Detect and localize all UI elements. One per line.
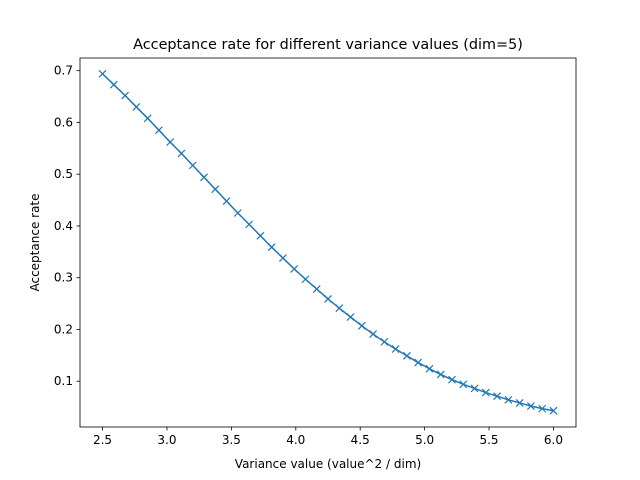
data-point-marker	[324, 294, 332, 303]
data-point-marker	[493, 392, 502, 401]
x-tick-label: 4.0	[286, 433, 305, 447]
data-point-marker	[233, 209, 242, 217]
data-point-marker	[200, 173, 208, 182]
data-point-marker	[154, 126, 163, 135]
axes-frame	[79, 57, 577, 428]
x-tick-label: 5.5	[479, 433, 498, 447]
y-tick-label: 0.3	[54, 271, 73, 285]
data-point-marker	[402, 351, 411, 360]
data-point-marker	[177, 149, 186, 158]
data-point-marker	[143, 114, 152, 123]
data-point-marker	[538, 404, 547, 413]
data-point-marker	[549, 406, 558, 415]
data-point-marker	[425, 364, 434, 373]
y-axis: 0.1 0.2 0.3 0.4 0.5 0.6 0.7	[54, 64, 80, 388]
data-point-marker	[256, 231, 265, 240]
data-point-marker	[278, 254, 287, 262]
data-point-marker	[504, 395, 513, 404]
data-point-marker	[436, 370, 445, 379]
x-tick-label: 5.0	[415, 433, 434, 447]
data-point-marker	[380, 337, 389, 346]
y-tick-label: 0.6	[54, 115, 73, 129]
x-tick-label: 6.0	[544, 433, 563, 447]
data-point-marker	[448, 375, 456, 384]
data-point-marker	[211, 185, 220, 194]
data-point-marker	[346, 313, 355, 321]
x-axis: 2.5 3.0 3.5 4.0 4.5 5.0 5.5 6.0	[93, 427, 563, 447]
plot-area	[98, 69, 558, 415]
data-point-marker	[267, 243, 276, 252]
data-point-marker	[245, 220, 254, 229]
data-point-marker	[369, 330, 378, 339]
y-tick-label: 0.2	[54, 322, 73, 336]
data-point-marker	[515, 399, 524, 407]
data-point-marker	[121, 91, 130, 100]
chart-title: Acceptance rate for different variance v…	[133, 37, 523, 53]
y-axis-label: Acceptance rate	[28, 193, 42, 291]
data-point-marker	[481, 388, 490, 397]
x-tick-label: 3.5	[222, 433, 241, 447]
x-axis-label: Variance value (value^2 / dim)	[235, 457, 421, 471]
data-point-marker	[188, 161, 197, 170]
y-tick-label: 0.4	[54, 219, 73, 233]
data-point-marker	[459, 380, 468, 389]
data-point-marker	[98, 69, 107, 78]
data-point-marker	[526, 402, 535, 410]
y-tick-label: 0.7	[54, 64, 73, 78]
data-point-marker	[470, 384, 479, 393]
y-tick-label: 0.5	[54, 167, 73, 181]
data-point-marker	[109, 80, 118, 89]
x-tick-label: 2.5	[93, 433, 112, 447]
data-point-marker	[290, 264, 299, 273]
data-point-marker	[132, 102, 141, 111]
x-tick-label: 3.0	[157, 433, 176, 447]
y-tick-label: 0.1	[54, 374, 73, 388]
data-point-marker	[301, 275, 310, 284]
data-point-marker	[357, 321, 366, 330]
data-point-marker	[312, 285, 321, 294]
data-point-marker	[335, 304, 344, 313]
data-point-marker	[166, 138, 175, 147]
data-point-marker	[391, 345, 400, 354]
data-point-marker	[222, 197, 231, 206]
x-tick-label: 4.5	[351, 433, 370, 447]
data-point-marker	[414, 358, 423, 367]
